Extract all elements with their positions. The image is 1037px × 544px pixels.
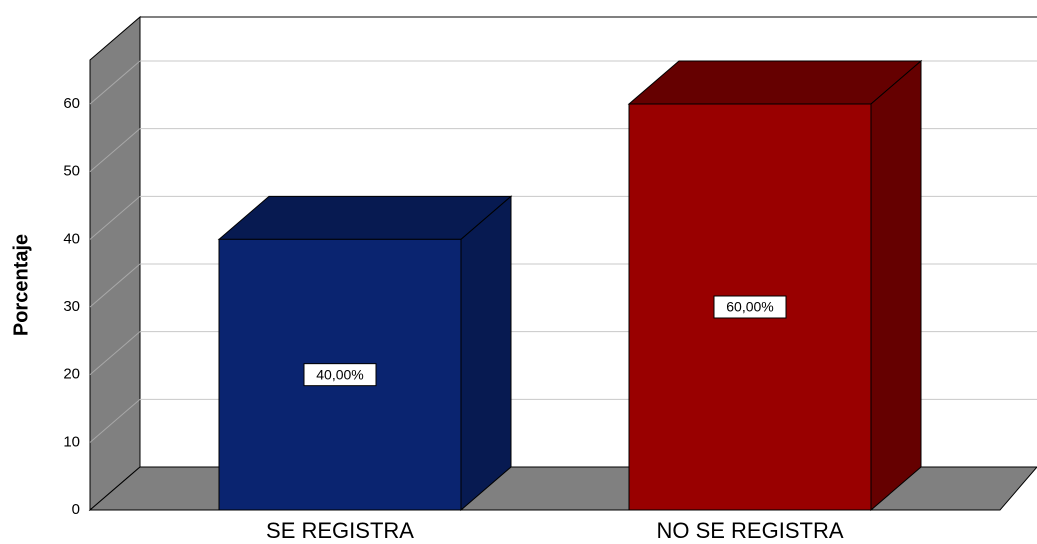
grid-line-wall — [89, 128, 141, 173]
y-tick-label: 60 — [63, 95, 80, 112]
value-label-box — [303, 363, 377, 387]
y-tick-label: 0 — [72, 501, 80, 518]
y-tick-label: 40 — [63, 230, 80, 247]
y-tick-label: 10 — [63, 433, 80, 450]
value-label: 40,00% — [316, 366, 363, 382]
grid-line-wall — [89, 195, 141, 240]
y-tick-label: 50 — [63, 163, 80, 180]
bar-top — [217, 195, 513, 240]
bar-side — [870, 59, 922, 512]
grid-line-wall — [89, 263, 141, 308]
y-tick-label: 20 — [63, 366, 80, 383]
grid-line-wall — [89, 60, 141, 105]
value-label-box — [713, 295, 787, 319]
value-label: 60,00% — [726, 299, 773, 315]
x-tick-label: SE REGISTRA — [266, 518, 414, 543]
grid-line-wall — [89, 331, 141, 376]
grid-line-wall — [89, 398, 141, 443]
bar-side — [460, 195, 512, 512]
y-axis-title: Porcentaje — [10, 234, 32, 336]
y-tick-label: 30 — [63, 298, 80, 315]
x-tick-label: NO SE REGISTRA — [656, 518, 843, 543]
bar-top — [627, 60, 923, 105]
